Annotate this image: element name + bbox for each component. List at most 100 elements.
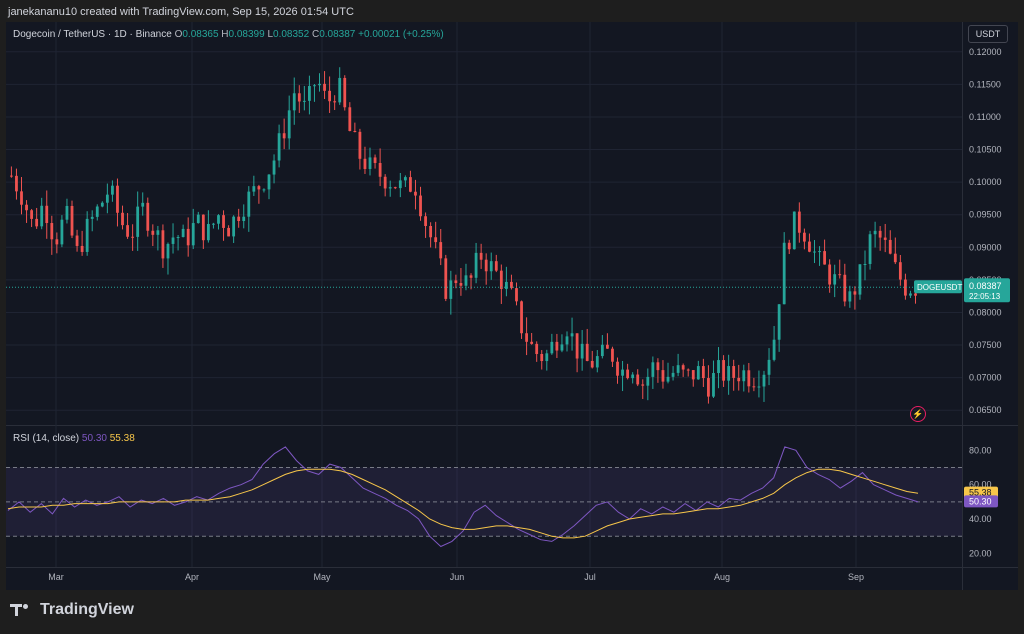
rsi-ma-tag-text: 55.38	[969, 488, 992, 498]
candle-body	[555, 341, 559, 351]
open-value: 0.08365	[182, 29, 219, 40]
low-value: 0.08352	[273, 29, 310, 40]
price-axis-divider	[962, 22, 963, 590]
candle-body	[282, 133, 286, 139]
candle-body	[636, 374, 640, 385]
candle-body	[217, 215, 220, 224]
candle-body	[752, 386, 756, 388]
candle-body	[302, 100, 306, 102]
candle-body	[515, 288, 518, 302]
pane-divider[interactable]	[6, 425, 1018, 426]
candle-body	[853, 291, 857, 295]
high-label: H	[221, 29, 229, 40]
candle-body	[35, 218, 39, 227]
candle-body	[222, 215, 225, 228]
candle-body	[105, 194, 109, 203]
candle-body	[121, 212, 124, 226]
candle-body	[227, 227, 230, 237]
candle-body	[146, 202, 150, 231]
symbol-title[interactable]: Dogecoin / TetherUS · 1D · Binance	[13, 29, 172, 40]
candle-body	[272, 160, 276, 175]
candle-body	[50, 223, 54, 240]
candle-body	[747, 370, 751, 387]
candle-body	[166, 243, 170, 259]
symbol-legend: Dogecoin / TetherUS · 1D · Binance O0.08…	[13, 29, 444, 40]
lightning-icon[interactable]: ⚡	[910, 406, 926, 422]
candle-body	[474, 252, 478, 278]
time-tick-label: Mar	[48, 572, 64, 582]
candle-body	[479, 252, 483, 260]
candle-body	[383, 176, 387, 189]
candle-body	[606, 344, 609, 349]
candle-body	[454, 280, 458, 284]
candle-body	[676, 365, 680, 373]
price-tag	[964, 278, 1010, 303]
candle-body	[696, 366, 700, 380]
candle-body	[818, 251, 821, 253]
candle-body	[191, 223, 195, 246]
rsi-ma-line	[7, 468, 919, 539]
candle-body	[328, 90, 332, 102]
candle-body	[414, 191, 417, 196]
time-tick-label: Jul	[584, 572, 596, 582]
candle-body	[757, 386, 761, 388]
candle-body	[353, 131, 357, 133]
candle-body	[737, 377, 741, 382]
footer-logo: TradingView	[10, 599, 134, 621]
time-tick-label: Apr	[185, 572, 199, 582]
candle-body	[60, 219, 64, 245]
time-tick-label: Aug	[714, 572, 730, 582]
change-value: +0.00021 (+0.25%)	[358, 29, 444, 40]
candle-body	[252, 186, 256, 192]
candle-body	[126, 225, 129, 237]
candle-body	[631, 374, 635, 379]
candle-body	[767, 359, 771, 375]
candle-body	[802, 232, 806, 242]
candle-body	[898, 262, 902, 280]
candle-body	[621, 369, 624, 376]
candle-body	[85, 218, 89, 252]
price-tag-value: 0.08387	[969, 281, 1002, 291]
candle-body	[419, 195, 422, 217]
candle-body	[833, 274, 837, 285]
close-value: 0.08387	[319, 29, 356, 40]
candle-body	[616, 361, 619, 376]
candle-body	[403, 177, 407, 181]
candle-body	[823, 251, 826, 265]
candle-body	[398, 180, 402, 189]
time-axis-divider	[6, 567, 1018, 568]
candle-body	[701, 366, 705, 379]
candle-body	[368, 157, 372, 169]
price-tick-label: 0.07000	[969, 373, 1002, 383]
symbol-tag	[914, 280, 962, 294]
candle-body	[641, 384, 645, 386]
candle-body	[65, 205, 69, 220]
candle-body	[671, 372, 675, 377]
rsi-label[interactable]: RSI (14, close)	[13, 433, 80, 444]
candle-body	[247, 191, 251, 217]
candle-body	[777, 304, 781, 340]
candle-body	[308, 86, 311, 101]
candle-body	[161, 230, 165, 259]
candle-body	[459, 283, 463, 286]
symbol-tag-text: DOGEUSDT	[917, 283, 962, 292]
candle-body	[393, 187, 397, 189]
rsi-ma-value: 55.38	[109, 433, 135, 444]
candle-body	[100, 202, 104, 207]
candle-body	[363, 158, 367, 169]
candle-body	[262, 189, 266, 191]
candle-body	[691, 370, 695, 380]
candle-body	[520, 301, 523, 334]
candle-body	[464, 275, 468, 286]
candle-body	[484, 259, 488, 272]
candle-body	[863, 263, 867, 265]
candle-body	[257, 186, 261, 190]
price-tick-label: 0.10000	[969, 177, 1002, 187]
candle-body	[590, 360, 594, 368]
currency-button[interactable]: USDT	[968, 25, 1008, 43]
candle-body	[318, 83, 321, 86]
candle-body	[90, 216, 94, 219]
candle-body	[95, 206, 99, 217]
watermark-line: janekananu10 created with TradingView.co…	[8, 6, 354, 18]
